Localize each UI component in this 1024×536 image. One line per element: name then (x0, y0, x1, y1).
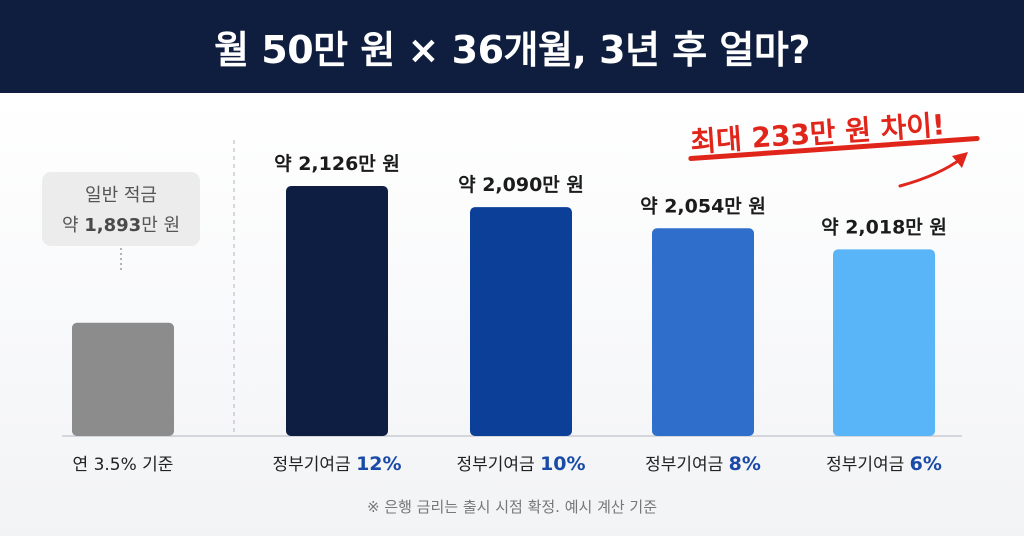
bar-5 (833, 249, 935, 436)
category-label-2: 정부기여금 12% (272, 453, 401, 475)
bar-4 (652, 228, 754, 436)
bar-2 (286, 186, 388, 436)
bar-1 (72, 322, 174, 436)
footnote: ※ 은행 금리는 출시 시점 확정. 예시 계산 기준 (366, 498, 658, 516)
annotation-arrowhead (952, 152, 968, 168)
category-label-1: 연 3.5% 기준 (73, 455, 174, 475)
bar-value-label-5: 약 2,018만 원 (821, 216, 947, 238)
bar-value-label-2: 약 2,126만 원 (274, 153, 400, 175)
category-label-5: 정부기여금 6% (826, 453, 942, 475)
bar-3 (470, 207, 572, 436)
baseline-callout-prefix: 약 (61, 215, 85, 236)
bar-value-label-3: 약 2,090만 원 (458, 174, 584, 196)
baseline-callout-box: 일반 적금 약 1,893만 원 (42, 172, 200, 246)
category-label-4: 정부기여금 8% (645, 453, 761, 475)
annotation-arrow (898, 156, 964, 188)
bar-value-label-4: 약 2,054만 원 (640, 195, 766, 217)
page-title: 월 50만 원 × 36개월, 3년 후 얼마? (214, 28, 810, 72)
baseline-callout-amount: 1,893 (84, 215, 142, 236)
baseline-callout-suffix: 만 원 (141, 215, 181, 236)
title-banner: 월 50만 원 × 36개월, 3년 후 얼마? (0, 0, 1024, 93)
baseline-callout-amount-line: 약 1,893만 원 (42, 211, 200, 237)
category-label-3: 정부기여금 10% (456, 453, 585, 475)
baseline-callout-title: 일반 적금 (85, 185, 157, 206)
